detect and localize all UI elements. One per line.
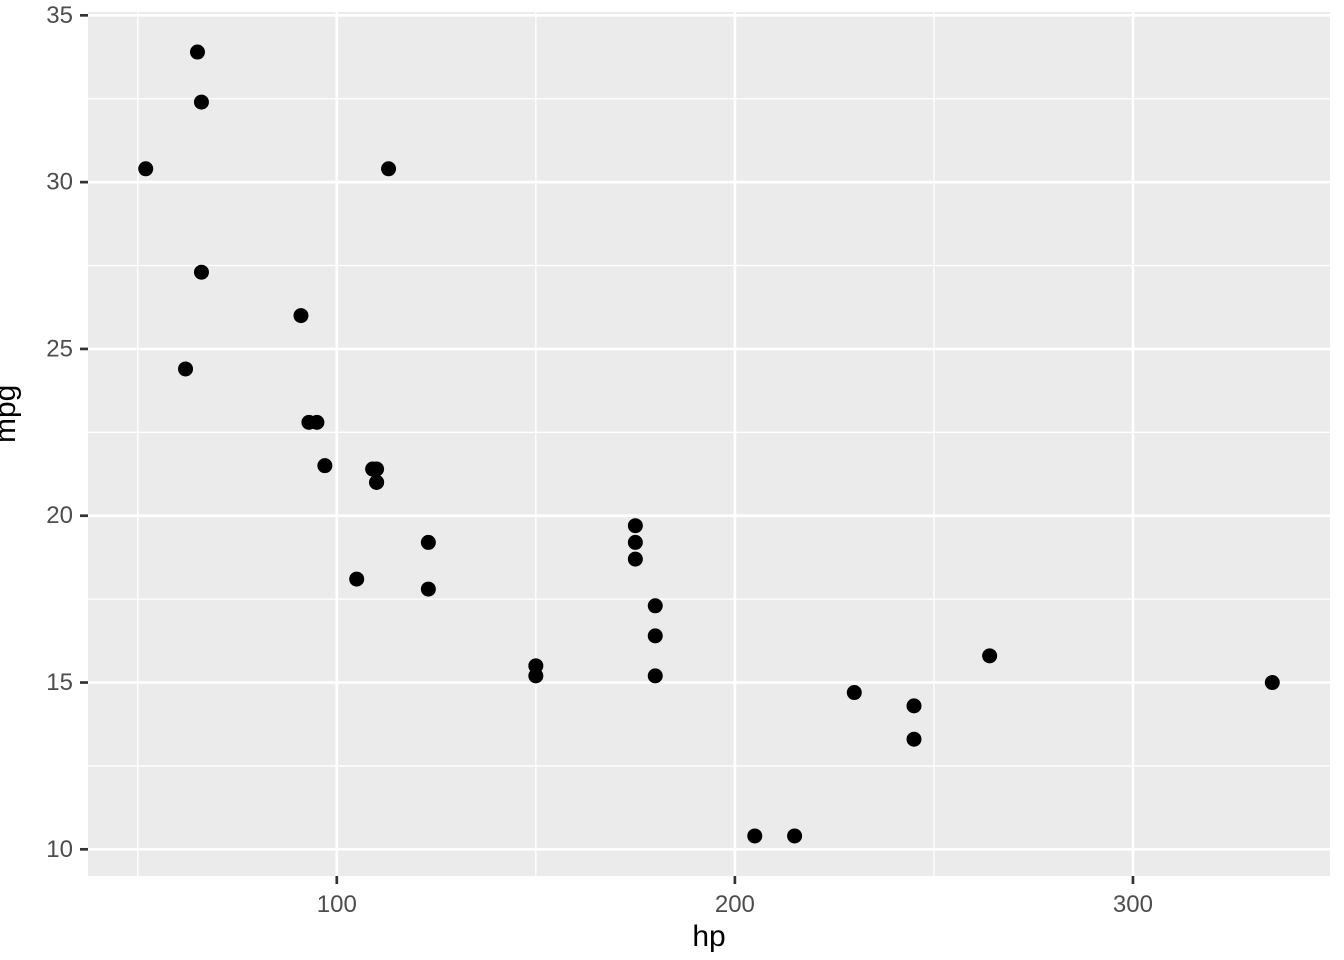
x-tick-label: 300 <box>1113 891 1153 918</box>
data-point <box>627 518 643 534</box>
plot-panel <box>88 12 1330 876</box>
data-point <box>178 361 194 377</box>
y-tick-label: 15 <box>46 669 73 696</box>
data-point <box>627 534 643 550</box>
data-point <box>846 685 862 701</box>
y-tick-label: 25 <box>46 335 73 362</box>
data-point <box>369 474 385 490</box>
data-point <box>293 308 309 324</box>
data-point <box>906 698 922 714</box>
data-point <box>420 581 436 597</box>
data-point <box>365 461 381 477</box>
data-point <box>647 598 663 614</box>
data-point <box>193 94 209 110</box>
data-point <box>787 828 803 844</box>
data-point <box>627 551 643 567</box>
data-point <box>528 668 544 684</box>
data-point <box>647 668 663 684</box>
y-tick-label: 10 <box>46 836 73 863</box>
data-point <box>747 828 763 844</box>
data-point <box>309 414 325 430</box>
data-point <box>138 161 154 177</box>
data-point <box>381 161 397 177</box>
x-axis-title: hp <box>692 920 726 953</box>
data-point <box>189 44 205 60</box>
data-point <box>193 264 209 280</box>
y-tick-label: 20 <box>46 502 73 529</box>
data-point <box>982 648 998 664</box>
data-point <box>647 628 663 644</box>
data-point <box>317 458 333 474</box>
data-point <box>1264 675 1280 691</box>
y-tick-label: 35 <box>46 2 73 29</box>
y-tick-label: 30 <box>46 169 73 196</box>
x-tick-label: 200 <box>715 891 755 918</box>
x-tick-label: 100 <box>317 891 357 918</box>
y-axis-title: mpg <box>0 384 22 443</box>
data-point <box>349 571 365 587</box>
data-point <box>906 731 922 747</box>
data-point <box>420 534 436 550</box>
